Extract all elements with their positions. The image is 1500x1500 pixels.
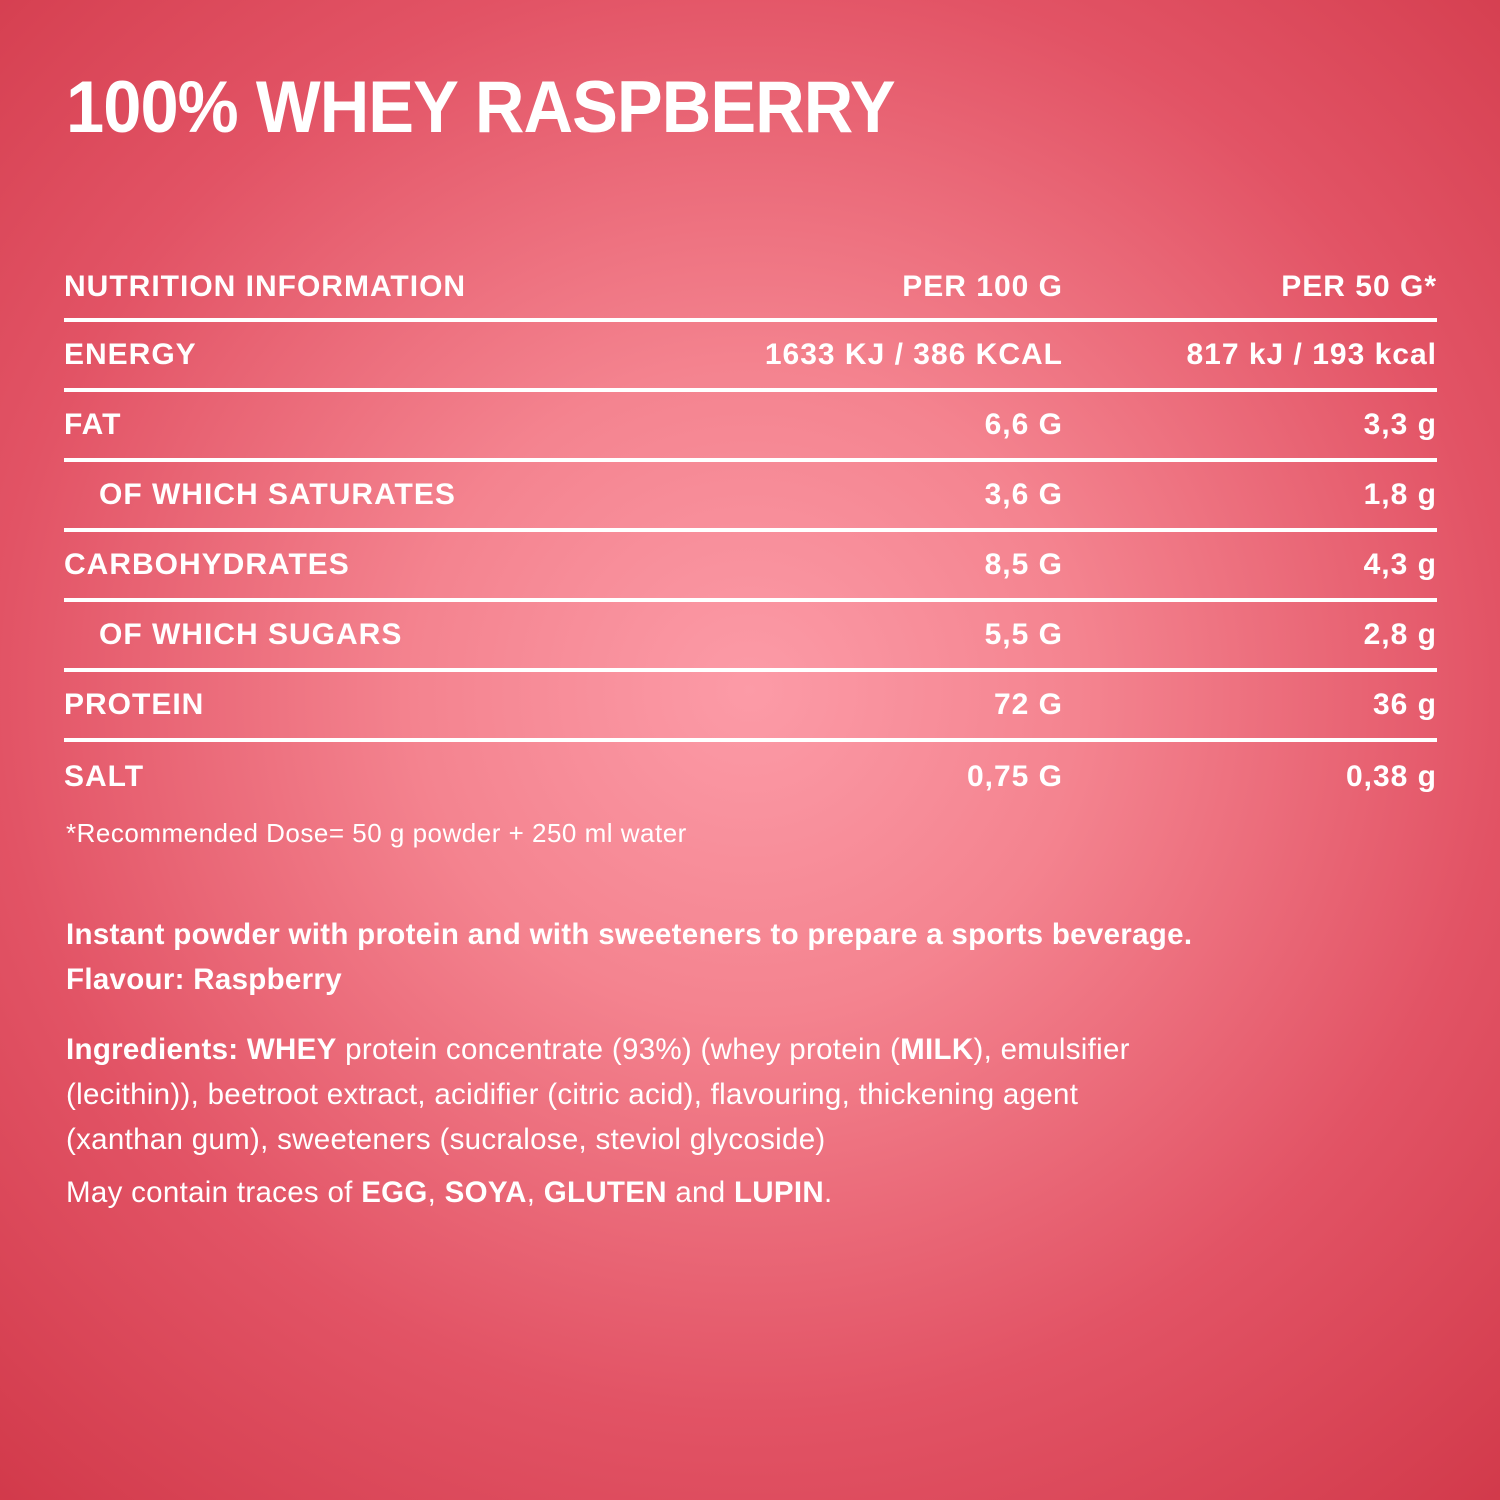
text-segment: ), emulsifier: [973, 1033, 1130, 1066]
emphasized-text: EGG: [361, 1176, 428, 1209]
row-per-50g-value: 4,3 g: [1363, 548, 1437, 581]
table-row: OF WHICH SUGARS 5,5 G 2,8 g: [64, 602, 1437, 672]
row-label: CARBOHYDRATES: [64, 548, 350, 581]
ingredients-paragraph: Ingredients: WHEY protein concentrate (9…: [66, 1027, 1466, 1162]
text-segment: (xanthan gum), sweeteners (sucralose, st…: [66, 1123, 826, 1156]
emphasized-text: MILK: [900, 1033, 974, 1066]
paragraph-line: (lecithin)), beetroot extract, acidifier…: [66, 1072, 1466, 1117]
row-per-50g-value: 2,8 g: [1363, 618, 1437, 651]
allergens-paragraph: May contain traces of EGG, SOYA, GLUTEN …: [66, 1170, 1466, 1215]
text-segment: May contain traces of: [66, 1176, 362, 1209]
row-per-100g-value: 1633 KJ / 386 KCAL: [764, 338, 1063, 371]
nutrition-table-header: NUTRITION INFORMATION PER 100 G PER 50 G…: [64, 256, 1437, 322]
text-segment: (lecithin)), beetroot extract, acidifier…: [66, 1078, 1079, 1111]
emphasized-text: GLUTEN: [543, 1176, 667, 1209]
paragraph-line: Ingredients: WHEY protein concentrate (9…: [66, 1027, 1466, 1072]
row-per-100g-value: 72 G: [993, 688, 1063, 721]
row-per-100g-value: 0,75 G: [966, 760, 1063, 793]
row-per-50g-value: 1,8 g: [1363, 478, 1437, 511]
table-row: SALT 0,75 G 0,38 g: [64, 742, 1437, 812]
row-per-50g-value: 36 g: [1372, 688, 1437, 721]
emphasized-text: LUPIN: [733, 1176, 824, 1209]
header-nutrition-information: NUTRITION INFORMATION: [64, 270, 467, 303]
header-per-50g: PER 50 G*: [1281, 270, 1437, 303]
table-row: ENERGY 1633 KJ / 386 KCAL 817 kJ / 193 kca…: [64, 322, 1437, 392]
row-label: ENERGY: [64, 338, 197, 371]
text-segment: .: [823, 1176, 833, 1209]
row-per-50g-value: 3,3 g: [1363, 408, 1437, 441]
product-description: Instant powder with protein and with swe…: [66, 912, 1466, 1002]
row-label: OF WHICH SUGARS: [99, 618, 403, 651]
row-label: PROTEIN: [64, 688, 205, 721]
recommended-dose-footnote: *Recommended Dose= 50 g powder + 250 ml …: [66, 818, 687, 848]
row-per-100g-value: 5,5 G: [984, 618, 1063, 651]
row-label: SALT: [64, 760, 145, 793]
row-label: OF WHICH SATURATES: [99, 478, 456, 511]
row-per-50g-value: 0,38 g: [1345, 760, 1437, 793]
row-per-100g-value: 6,6 G: [984, 408, 1063, 441]
text-segment: ,: [427, 1176, 445, 1209]
nutrition-table-body: ENERGY 1633 KJ / 386 KCAL 817 kJ / 193 kca…: [64, 322, 1437, 812]
row-per-100g-value: 8,5 G: [984, 548, 1063, 581]
text-segment: protein concentrate (93%) (whey protein …: [336, 1033, 901, 1066]
text-segment: and: [666, 1176, 734, 1209]
product-title: 100% WHEY RASPBERRY: [66, 67, 896, 148]
table-row: CARBOHYDRATES 8,5 G 4,3 g: [64, 532, 1437, 602]
description-line-1: Instant powder with protein and with swe…: [66, 918, 1193, 951]
nutrition-table: NUTRITION INFORMATION PER 100 G PER 50 G…: [64, 256, 1437, 812]
row-per-50g-value: 817 kJ / 193 kcal: [1186, 338, 1437, 371]
table-row: FAT 6,6 G 3,3 g: [64, 392, 1437, 462]
text-segment: ,: [526, 1176, 544, 1209]
paragraph-line: (xanthan gum), sweeteners (sucralose, st…: [66, 1117, 1466, 1162]
emphasized-text: Ingredients: WHEY: [66, 1033, 337, 1066]
description-flavour-line: Flavour: Raspberry: [66, 963, 342, 996]
table-row: PROTEIN 72 G 36 g: [64, 672, 1437, 742]
header-per-100g: PER 100 G: [902, 270, 1063, 303]
emphasized-text: SOYA: [444, 1176, 527, 1209]
row-per-100g-value: 3,6 G: [984, 478, 1063, 511]
table-row: OF WHICH SATURATES 3,6 G 1,8 g: [64, 462, 1437, 532]
row-label: FAT: [64, 408, 122, 441]
